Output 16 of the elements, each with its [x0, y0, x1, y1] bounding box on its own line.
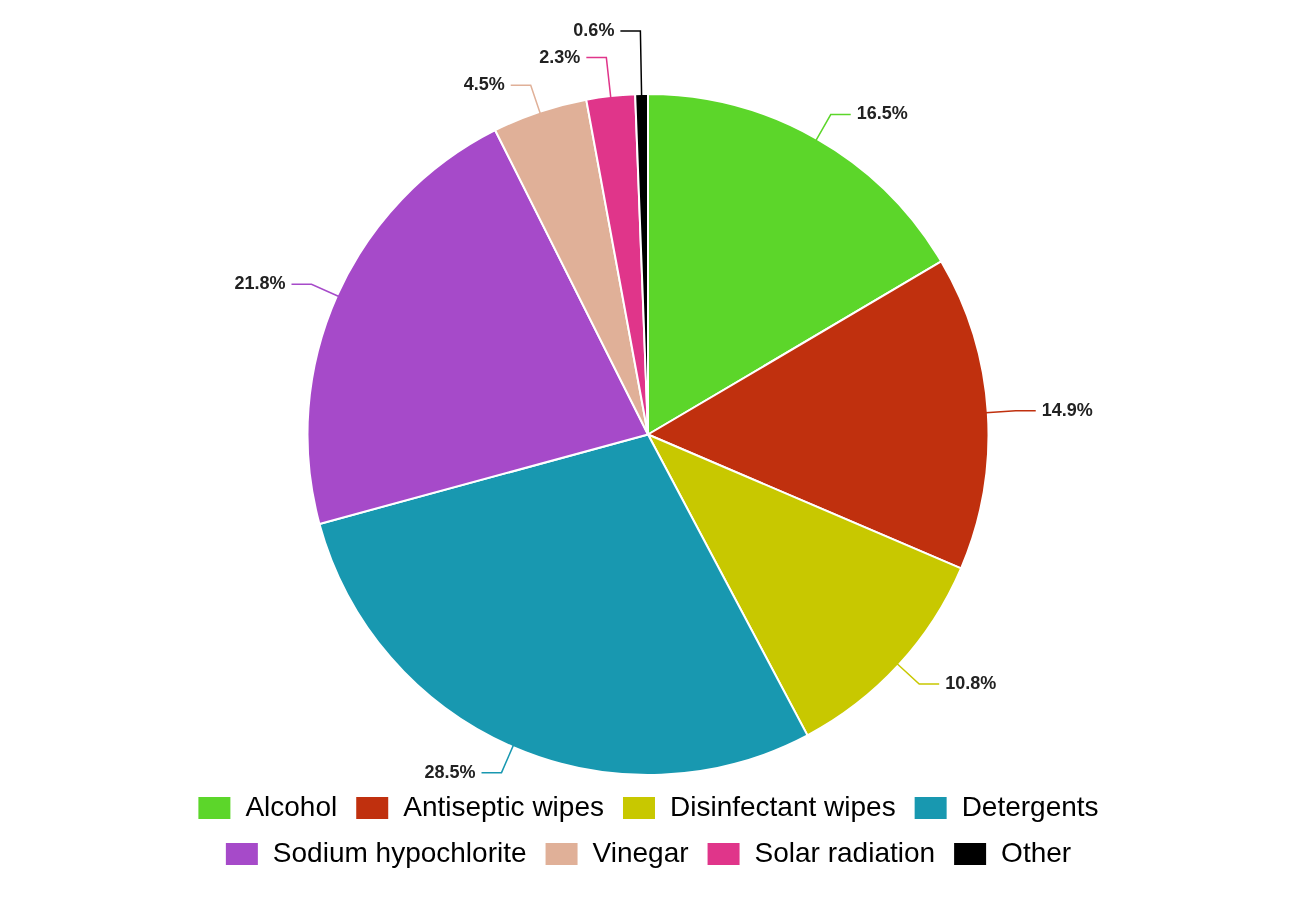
data-label: 21.8%: [234, 273, 286, 294]
data-label: 4.5%: [463, 74, 505, 95]
legend-label: Solar radiation: [754, 836, 936, 868]
data-label: 2.3%: [539, 46, 581, 67]
legend-label: Disinfectant wipes: [669, 790, 896, 822]
legend-label: Antiseptic wipes: [403, 790, 604, 822]
legend-label: Alcohol: [245, 790, 338, 822]
data-label: 0.6%: [573, 20, 615, 41]
legend-label: Other: [1001, 836, 1072, 868]
data-label: 14.9%: [1041, 399, 1093, 420]
legend-label: Sodium hypochlorite: [272, 836, 527, 868]
data-label: 28.5%: [424, 761, 476, 782]
legend-label: Vinegar: [592, 836, 689, 868]
legend-label: Detergents: [961, 790, 1099, 822]
data-label: 10.8%: [945, 672, 997, 693]
data-label: 16.5%: [856, 103, 908, 124]
